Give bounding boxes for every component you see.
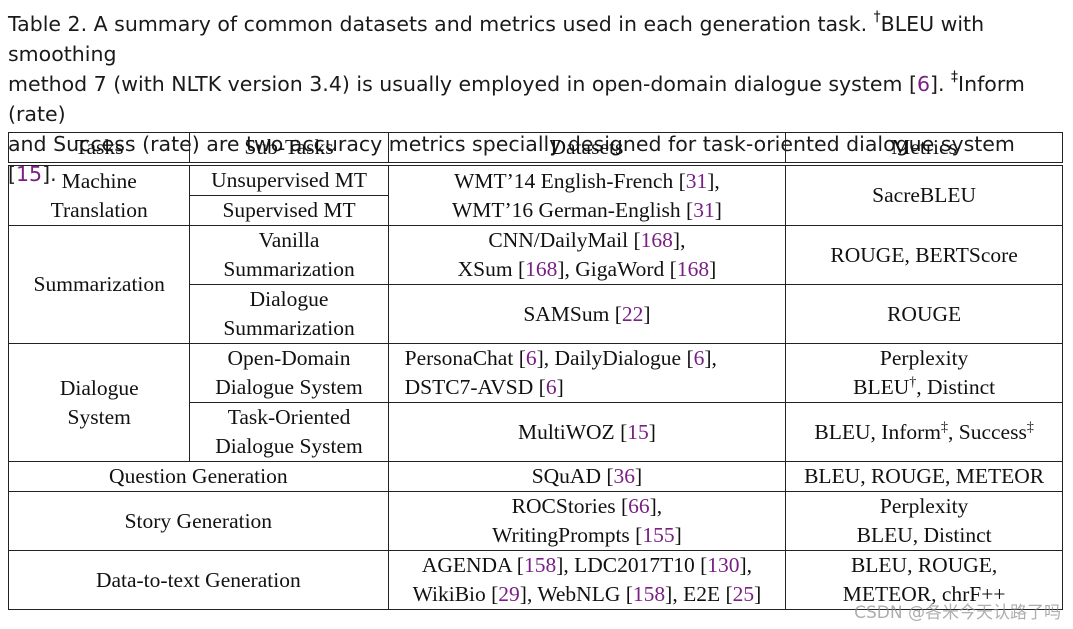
- table-row: Data-to-text Generation AGENDA [158], LD…: [8, 550, 1063, 610]
- metrics-cell: Perplexity BLEU, Distinct: [785, 491, 1063, 551]
- task-machine-translation: Machine Translation: [7, 162, 191, 226]
- citation-link[interactable]: 158: [632, 582, 666, 606]
- subtask-open-domain-dialogue: Open-Domain Dialogue System: [189, 343, 389, 403]
- datasets-cell: AGENDA [158], LDC2017T10 [130], WikiBio …: [387, 550, 787, 610]
- citation-link[interactable]: 6: [525, 346, 537, 370]
- table-header-row: Tasks Sub-Tasks Datasets Metrics: [7, 132, 1063, 165]
- metrics-cell: SacreBLEU: [785, 162, 1063, 226]
- header-metrics: Metrics: [785, 132, 1063, 165]
- citation-link[interactable]: 168: [525, 257, 558, 281]
- table-row: Supervised MT: [9, 195, 1063, 226]
- table-row: Story Generation ROCStories [66], Writin…: [8, 491, 1063, 551]
- metrics-cell: BLEU, Inform‡, Success‡: [785, 402, 1063, 462]
- citation-link[interactable]: 168: [640, 228, 673, 252]
- table-row: Dialogue Summarization SAMSum [22] ROUGE: [9, 284, 1063, 344]
- metrics-cell: ROUGE, BERTScore: [785, 225, 1063, 285]
- metrics-cell: ROUGE: [785, 284, 1063, 344]
- task-story-generation: Story Generation: [8, 491, 389, 551]
- subtask-supervised-mt: Supervised MT: [189, 195, 389, 226]
- citation-link[interactable]: 168: [676, 257, 710, 281]
- task-summarization: Summarization: [7, 225, 191, 344]
- datasets-metrics-table: Tasks Sub-Tasks Datasets Metrics Machine…: [7, 132, 1063, 610]
- citation-link[interactable]: 29: [498, 582, 520, 606]
- dagger-mark: †: [873, 9, 881, 26]
- citation-link[interactable]: 155: [642, 523, 675, 547]
- citation-link[interactable]: 6: [916, 72, 931, 96]
- citation-link[interactable]: 158: [523, 553, 557, 577]
- table-row: Task-Oriented Dialogue System MultiWOZ [1…: [9, 402, 1063, 462]
- caption-text: BLEU with smoothing: [8, 12, 985, 66]
- header-sub-tasks: Sub-Tasks: [189, 132, 389, 165]
- caption-text: Table 2. A summary of common datasets an…: [8, 12, 874, 36]
- citation-link[interactable]: 25: [732, 582, 755, 606]
- citation-link[interactable]: 31: [693, 197, 715, 222]
- citation-link[interactable]: 66: [628, 494, 650, 518]
- subtask-vanilla-summarization: Vanilla Summarization: [189, 225, 389, 285]
- subtask-unsupervised-mt: Unsupervised MT: [189, 162, 389, 196]
- metrics-cell: Perplexity BLEU†, Distinct: [785, 343, 1063, 403]
- header-datasets: Datasets: [387, 132, 787, 165]
- task-data-to-text-generation: Data-to-text Generation: [8, 550, 389, 610]
- citation-link[interactable]: 6: [545, 375, 557, 399]
- subtask-task-oriented-dialogue: Task-Oriented Dialogue System: [189, 402, 389, 462]
- subtask-dialogue-summarization: Dialogue Summarization: [189, 284, 389, 344]
- citation-link[interactable]: 36: [613, 464, 636, 488]
- datasets-cell: MultiWOZ [15]: [387, 402, 787, 462]
- table-row: Question Generation SQuAD [36] BLEU, ROU…: [8, 461, 1063, 492]
- caption-text: Inform (rate): [8, 72, 1025, 126]
- datasets-cell: CNN/DailyMail [168], XSum [168], GigaWor…: [387, 225, 787, 285]
- table-row: Dialogue System Open-Domain Dialogue Syste…: [7, 343, 1063, 462]
- datasets-cell: WMT’14 English-French [31], WMT’16 Germa…: [387, 162, 787, 226]
- task-question-generation: Question Generation: [8, 461, 389, 492]
- datasets-cell: SAMSum [22]: [387, 284, 787, 344]
- citation-link[interactable]: 15: [627, 419, 649, 444]
- citation-link[interactable]: 6: [693, 346, 705, 370]
- csdn-watermark: CSDN @各米今天认路了吗: [854, 603, 1061, 623]
- datasets-cell: SQuAD [36]: [387, 461, 787, 492]
- caption-text: ].: [930, 72, 952, 96]
- header-tasks: Tasks: [7, 132, 191, 165]
- table-row: Summarization Vanilla Summarization CNN/D…: [7, 225, 1063, 344]
- metrics-cell: BLEU, ROUGE, METEOR: [785, 461, 1063, 492]
- datasets-cell: ROCStories [66], WritingPrompts [155]: [387, 491, 787, 551]
- caption-text: method 7 (with NLTK version 3.4) is usua…: [8, 72, 917, 96]
- citation-link[interactable]: 31: [685, 168, 708, 193]
- citation-link[interactable]: 22: [621, 301, 644, 326]
- double-dagger-mark: ‡: [951, 69, 959, 86]
- table-row: Machine Translation Unsupervised MT WMT’1…: [7, 162, 1063, 226]
- task-dialogue-system: Dialogue System: [7, 343, 191, 462]
- datasets-cell: PersonaChat [6], DailyDialogue [6], DSTC…: [387, 343, 787, 403]
- metrics-cell: BLEU, ROUGE, METEOR, chrF++: [785, 550, 1063, 610]
- citation-link[interactable]: 130: [707, 553, 740, 577]
